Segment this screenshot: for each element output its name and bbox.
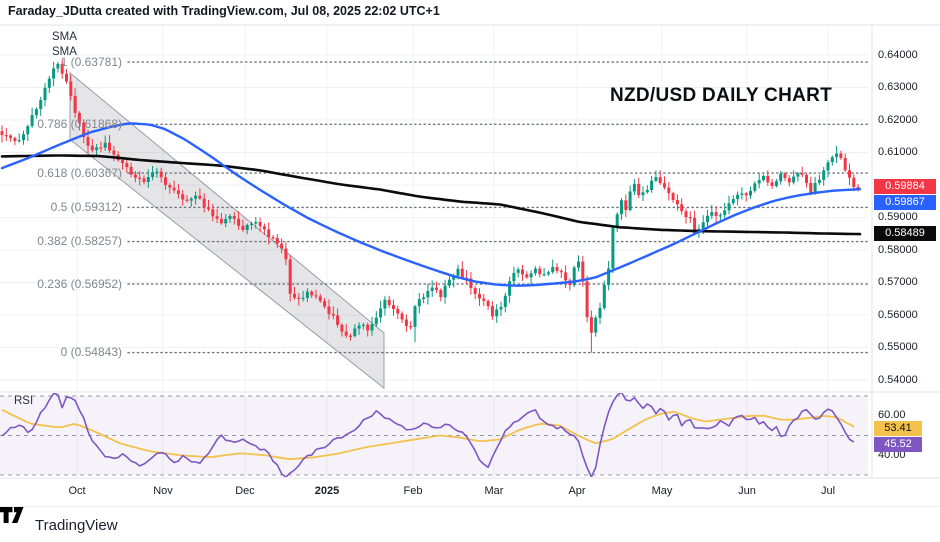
fib-level-label: 0.236 (0.56952) xyxy=(37,276,122,291)
rsi-ma-line[interactable] xyxy=(1,408,855,461)
price-axis-tick: 0.59000 xyxy=(878,211,918,223)
time-axis-label: Mar xyxy=(484,485,504,497)
fib-level-label: 0.382 (0.58257) xyxy=(37,234,122,249)
chart-credit: Faraday_JDutta created with TradingView.… xyxy=(8,4,440,18)
time-axis-label: 2025 xyxy=(314,485,340,497)
price-axis-tick: 0.62000 xyxy=(878,113,918,126)
rsi-axis-tick: 60.00 xyxy=(878,409,906,422)
time-axis-label: Jun xyxy=(738,485,756,497)
time-axis-label: May xyxy=(651,485,673,497)
price-axis-tick: 0.56000 xyxy=(878,308,918,321)
time-axis-label: Feb xyxy=(403,485,423,497)
sma-fast-value-badge: 0.59867 xyxy=(874,195,936,210)
tradingview-brand[interactable]: TradingView xyxy=(35,516,118,534)
rsi-ma-value-badge: 53.41 xyxy=(874,421,922,436)
main-price-pane[interactable] xyxy=(0,59,869,390)
rsi-line[interactable] xyxy=(1,392,855,477)
time-axis-label: Apr xyxy=(568,485,586,497)
price-axis-tick: 0.61000 xyxy=(878,146,918,158)
sma-slow-line[interactable] xyxy=(0,154,862,236)
indicator-legend: SMA SMA xyxy=(52,30,77,60)
price-axis-tick: 0.63000 xyxy=(878,81,918,93)
fib-level-label: 0.5 (0.59312) xyxy=(50,199,122,214)
trend-channel[interactable] xyxy=(69,71,385,390)
fib-level-label: 0.786 (0.61868) xyxy=(37,116,122,131)
time-axis-label: Nov xyxy=(153,485,173,497)
chart-title: NZD/USD DAILY CHART xyxy=(609,85,833,106)
fib-level-label: 1 (0.63781) xyxy=(60,54,122,69)
sma-legend-2[interactable]: SMA xyxy=(52,46,77,58)
rsi-pane[interactable] xyxy=(0,392,868,477)
rsi-value-badge: 45.52 xyxy=(874,437,922,452)
grid xyxy=(0,25,868,478)
fib-level-label: 0.618 (0.60367) xyxy=(37,165,122,180)
rsi-legend[interactable]: RSI xyxy=(14,395,34,407)
price-axis-tick: 0.58000 xyxy=(878,243,918,256)
footer-bar: TradingView xyxy=(0,506,940,542)
time-axis-label: Oct xyxy=(68,485,86,497)
time-axis-label: Dec xyxy=(235,485,255,497)
last-price-badge: 0.59884 xyxy=(874,179,936,194)
sma-fast-line[interactable] xyxy=(0,122,862,287)
price-axis-tick: 0.55000 xyxy=(878,341,918,353)
fib-level-label: 0 (0.54843) xyxy=(60,345,122,360)
time-axis-label: Jul xyxy=(820,485,836,497)
candlestick-series xyxy=(0,59,860,353)
price-axis-tick: 0.57000 xyxy=(878,276,918,288)
sma-legend-1[interactable]: SMA xyxy=(52,31,77,43)
fib-retracement[interactable] xyxy=(127,61,869,354)
sma-slow-value-badge: 0.58489 xyxy=(874,226,936,241)
price-axis-tick: 0.64000 xyxy=(878,48,918,61)
price-axis-tick: 0.54000 xyxy=(878,373,918,386)
